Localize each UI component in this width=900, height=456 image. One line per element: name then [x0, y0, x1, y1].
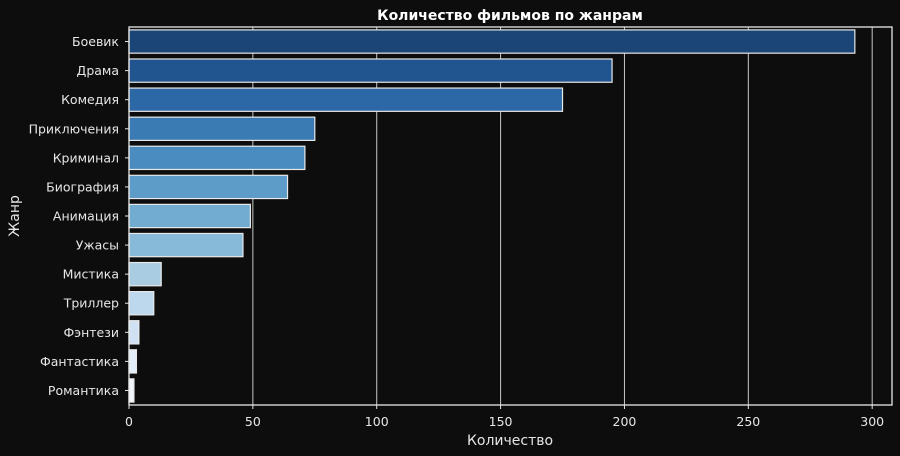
bar: [128, 232, 244, 258]
x-tick-labels: 0 50 100 150 200 250 300: [125, 405, 884, 429]
y-tick-label: Ужасы: [76, 238, 119, 253]
x-tick-label: 50: [245, 414, 261, 429]
y-axis-label: Жанр: [7, 195, 23, 237]
x-tick-label: 200: [613, 414, 637, 429]
y-tick-label: Приключения: [29, 121, 119, 136]
x-tick-label: 250: [736, 414, 760, 429]
y-tick-label: Анимация: [53, 209, 119, 224]
y-tick-label: Романтика: [48, 383, 119, 398]
x-tick-label: 0: [125, 414, 133, 429]
bar: [128, 174, 289, 200]
bar: [128, 203, 251, 229]
bar: [128, 87, 564, 112]
y-tick-label: Комедия: [61, 92, 119, 107]
y-tick-labels: Боевик Драма Комедия Приключения Криминал Био…: [29, 34, 129, 398]
bar: [128, 378, 135, 403]
chart-title: Количество фильмов по жанрам: [377, 8, 643, 24]
bar: [128, 29, 856, 54]
bar: [128, 320, 140, 345]
bar: [128, 145, 306, 171]
bar: [128, 261, 162, 287]
x-tick-label: 150: [489, 414, 513, 429]
y-tick-label: Биография: [46, 179, 119, 194]
bar: [128, 349, 138, 374]
y-tick-label: Фантастика: [40, 354, 119, 369]
y-tick-label: Драма: [77, 63, 119, 78]
y-tick-label: Мистика: [63, 267, 119, 282]
bar: [128, 58, 613, 83]
bar: [128, 291, 155, 316]
y-tick-label: Фэнтези: [63, 325, 119, 340]
bars: [128, 29, 856, 403]
bar: [128, 116, 316, 141]
x-tick-label: 300: [860, 414, 884, 429]
y-tick-label: Триллер: [63, 296, 119, 311]
x-axis-label: Количество: [467, 433, 553, 449]
y-tick-label: Криминал: [53, 150, 119, 165]
x-tick-label: 100: [365, 414, 389, 429]
y-tick-label: Боевик: [72, 34, 119, 49]
